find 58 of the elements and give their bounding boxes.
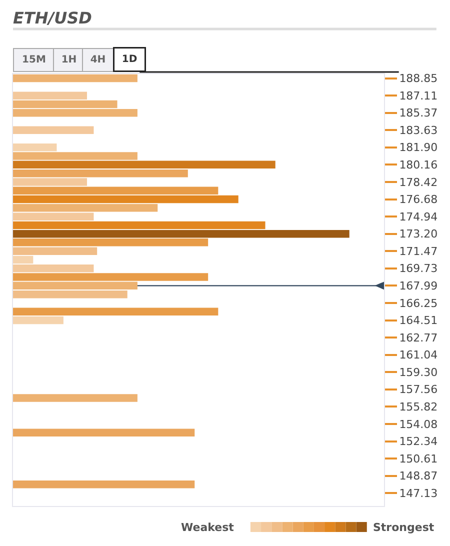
bar	[13, 247, 98, 255]
text: 15M	[22, 54, 46, 66]
y-tick-label: 188.85	[399, 72, 438, 86]
y-tick-label: 169.73	[399, 262, 438, 276]
y-tick-label: 164.51	[399, 314, 438, 328]
y-tick-label: 171.47	[399, 244, 438, 258]
y-tick-label: 154.08	[399, 418, 438, 431]
y-tick-label: 157.56	[399, 383, 438, 396]
y-tick-label: 183.63	[399, 124, 438, 138]
y-tick-label: 185.37	[399, 106, 438, 120]
y-tick-label: 155.82	[399, 400, 438, 414]
bar	[13, 186, 218, 194]
bar	[13, 480, 195, 488]
y-tick-label: 166.25	[399, 296, 438, 310]
bar	[13, 221, 266, 230]
bar	[13, 316, 64, 324]
y-tick-label: 147.13	[399, 486, 438, 500]
y-tick-label: 174.94	[399, 210, 438, 224]
bar	[13, 290, 128, 298]
text: Strongest	[373, 521, 434, 534]
text: 4H	[90, 54, 106, 66]
y-tick-label: 162.77	[399, 331, 438, 344]
y-tick-label: 150.61	[399, 452, 438, 466]
y-tick-label: 173.20	[399, 228, 438, 241]
bar	[13, 308, 218, 316]
bar	[13, 256, 34, 264]
y-tick-label: 148.87	[399, 470, 438, 483]
bar	[13, 238, 208, 246]
text: 1D	[122, 54, 138, 65]
y-tick-label: 187.11	[399, 89, 438, 102]
bar	[13, 152, 138, 160]
y-tick-label: 159.30	[399, 366, 438, 379]
bar	[13, 195, 238, 204]
y-tick-label: 152.34	[399, 435, 438, 448]
bar	[13, 144, 57, 152]
bar	[13, 273, 208, 281]
bar	[13, 74, 138, 82]
y-tick-label: 176.68	[399, 193, 438, 206]
bar	[13, 230, 350, 238]
y-tick-label: 161.04	[399, 348, 438, 362]
y-tick-label: 178.42	[399, 176, 438, 189]
bar	[13, 160, 276, 169]
text: 1H	[61, 54, 77, 66]
chart-title: ETH/USD	[13, 8, 92, 28]
bar	[13, 169, 188, 178]
text: Weakest	[181, 521, 234, 534]
y-tick-label: 167.99	[399, 280, 438, 293]
bar	[13, 212, 94, 220]
bar	[13, 178, 87, 186]
bar	[13, 126, 94, 134]
bar	[13, 428, 195, 436]
bar	[13, 394, 138, 402]
bar	[13, 92, 87, 100]
bar	[13, 264, 94, 272]
y-tick-label: 180.16	[399, 158, 438, 172]
bar	[13, 282, 138, 290]
bar	[13, 204, 158, 212]
y-tick-label: 181.90	[399, 141, 438, 154]
